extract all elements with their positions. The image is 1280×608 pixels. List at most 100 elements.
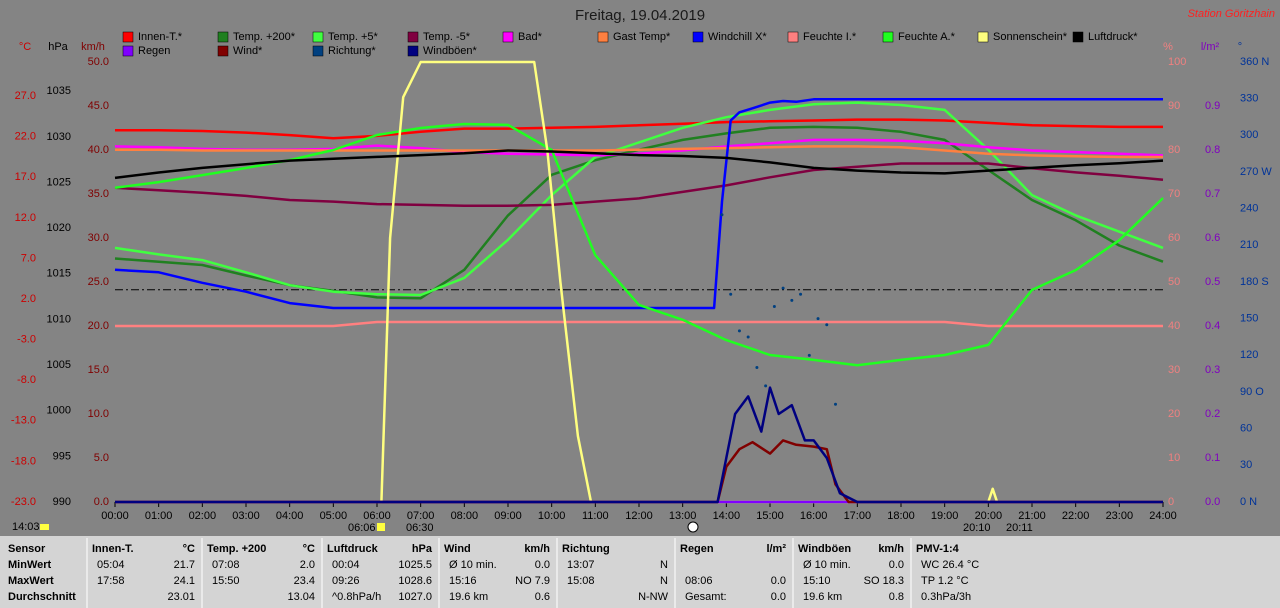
stats-time: 15:16	[449, 575, 477, 587]
time-annotation: 06:06	[348, 522, 376, 534]
legend-label: Innen-T.*	[138, 31, 183, 43]
stats-value: SO 18.3	[864, 575, 904, 587]
stats-value: 0.0	[889, 559, 904, 571]
stats-time: TP 1.2 °C	[921, 575, 969, 587]
stats-time: 09:26	[332, 575, 360, 587]
stats-unit: l/m²	[766, 543, 786, 555]
legend-label: Temp. +5*	[328, 31, 379, 43]
direction-dot	[807, 353, 811, 357]
direction-dot	[755, 366, 759, 370]
legend-swatch	[502, 31, 514, 43]
series-line	[114, 101, 1164, 297]
stats-row-label: Durchschnitt	[8, 591, 76, 603]
y-tick-label: 0	[1168, 496, 1174, 508]
stats-column-title: Regen	[680, 543, 714, 555]
x-tick-label: 24:00	[1149, 510, 1177, 522]
x-tick-label: 22:00	[1062, 510, 1090, 522]
legend-label: Wind*	[233, 45, 263, 57]
x-tick-label: 16:00	[800, 510, 828, 522]
series-line	[115, 386, 1163, 504]
y-tick-label: 330	[1240, 93, 1258, 105]
stats-time: 15:08	[567, 575, 595, 587]
y-tick-label: 90	[1168, 100, 1180, 112]
time-annotation: 20:11	[1006, 522, 1033, 534]
y-tick-label: -8.0	[17, 374, 36, 386]
legend-swatch	[787, 31, 799, 43]
stats-value: N	[660, 559, 668, 571]
y-tick-label: 240	[1240, 203, 1258, 215]
stats-unit: km/h	[878, 543, 904, 555]
series-line	[114, 98, 1163, 310]
stats-value: 0.6	[535, 591, 550, 603]
stats-time: 17:58	[97, 575, 125, 587]
stats-value: 0.0	[771, 591, 786, 603]
y-tick-label: 1005	[47, 359, 71, 371]
stats-panel	[0, 536, 1280, 608]
y-tick-label: 0.3	[1205, 364, 1220, 376]
y-tick-label: 20.0	[88, 320, 109, 332]
series-line	[115, 118, 1163, 140]
y-tick-label: 30	[1240, 459, 1252, 471]
direction-dot	[746, 335, 750, 339]
stats-value: 0.8	[889, 591, 904, 603]
legend-label: Temp. +200*	[233, 31, 296, 43]
y-tick-label: 1000	[47, 405, 71, 417]
stats-time: 15:50	[212, 575, 240, 587]
direction-dot	[825, 323, 829, 327]
y-tick-label: 60	[1168, 232, 1180, 244]
y-tick-label: 180 S	[1240, 276, 1269, 288]
x-tick-label: 21:00	[1018, 510, 1046, 522]
y-tick-label: 50	[1168, 276, 1180, 288]
y-tick-label: 0.8	[1205, 144, 1220, 156]
y-tick-label: 1030	[47, 131, 71, 143]
stats-time: 19.6 km	[449, 591, 488, 603]
y-tick-label: 360 N	[1240, 56, 1269, 68]
legend-label: Sonnenschein*	[993, 31, 1068, 43]
stats-value: N	[660, 575, 668, 587]
y-tick-label: 1020	[47, 222, 71, 234]
stats-value: 21.7	[174, 559, 195, 571]
direction-dot	[772, 304, 776, 308]
x-tick-label: 19:00	[931, 510, 959, 522]
x-tick-label: 18:00	[887, 510, 915, 522]
x-tick-label: 14:00	[713, 510, 741, 522]
y-tick-label: 0.6	[1205, 232, 1220, 244]
y-tick-label: 0.7	[1205, 188, 1220, 200]
y-tick-label: 27.0	[15, 90, 36, 102]
stats-row-label: Sensor	[8, 543, 46, 555]
y-tick-label: 70	[1168, 188, 1180, 200]
legend-label: Richtung*	[328, 45, 376, 57]
x-tick-label: 02:00	[189, 510, 217, 522]
y-tick-label: 17.0	[15, 171, 36, 183]
legend-swatch	[882, 31, 894, 43]
x-tick-label: 03:00	[232, 510, 260, 522]
legend-swatch	[407, 31, 419, 43]
series-line	[115, 320, 1163, 328]
y-tick-label: 30	[1168, 364, 1180, 376]
y-tick-label: 1010	[47, 313, 71, 325]
legend-swatch	[692, 31, 704, 43]
x-tick-label: 11:00	[582, 510, 609, 522]
legend-label: Feuchte I.*	[803, 31, 857, 43]
station-name: Station Göritzhain	[1188, 8, 1275, 20]
y-tick-label: -13.0	[11, 415, 36, 427]
y-tick-label: -18.0	[11, 455, 36, 467]
y-tick-label: 80	[1168, 144, 1180, 156]
y-tick-label: 15.0	[88, 364, 109, 376]
y-tick-label: 2.0	[21, 293, 36, 305]
y-tick-label: 45.0	[88, 100, 109, 112]
legend-label: Temp. -5*	[423, 31, 471, 43]
direction-dot	[764, 384, 768, 388]
x-tick-label: 17:00	[844, 510, 872, 522]
x-tick-label: 20:00	[975, 510, 1003, 522]
stats-value: 1025.5	[398, 559, 432, 571]
legend-label: Regen	[138, 45, 170, 57]
direction-dot	[781, 286, 785, 290]
y-tick-label: 100	[1168, 56, 1186, 68]
stats-unit: °C	[303, 543, 315, 555]
direction-dot	[729, 292, 733, 296]
y-tick-label: 60	[1240, 423, 1252, 435]
stats-row-label: MaxWert	[8, 575, 54, 587]
x-tick-label: 23:00	[1106, 510, 1134, 522]
